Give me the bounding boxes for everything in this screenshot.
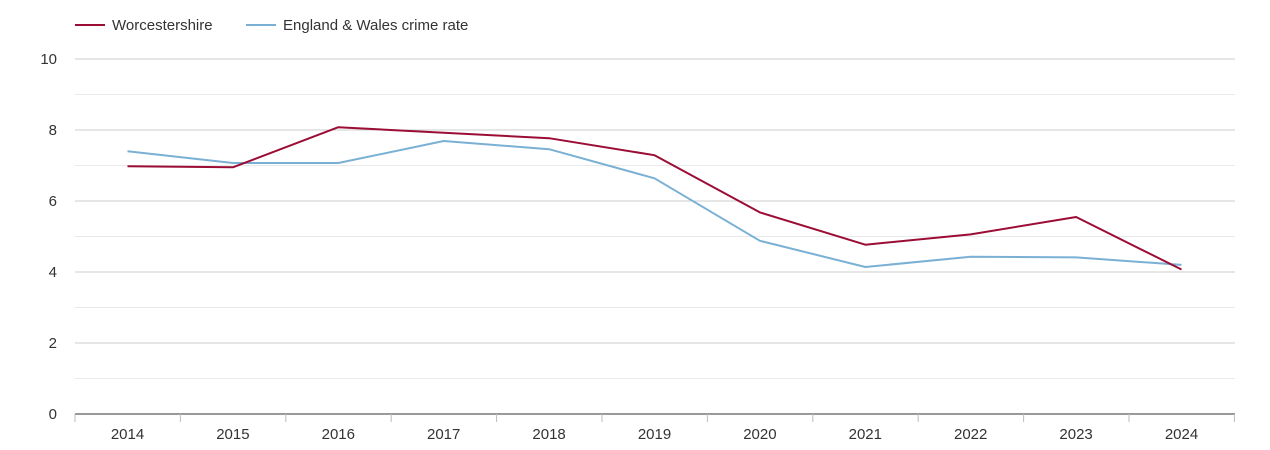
y-tick-label: 4 <box>49 264 57 281</box>
series-line-england-wales-crime-rate <box>127 140 1182 268</box>
y-tick-label: 6 <box>49 193 57 210</box>
legend-label-england-wales: England & Wales crime rate <box>283 17 468 34</box>
x-tick-label: 2014 <box>111 426 144 443</box>
x-tick-label: 2016 <box>322 426 355 443</box>
x-axis: 2014 2015 2016 2017 2018 2019 2020 2021 2022 2023… <box>74 413 1235 443</box>
x-tick-label: 2021 <box>849 426 882 443</box>
legend: Worcestershire England & Wales crime rat… <box>75 17 468 34</box>
x-tick-label: 2020 <box>743 426 776 443</box>
series-line-worcestershire <box>127 126 1182 271</box>
y-axis: 0 2 4 6 8 10 <box>40 51 57 423</box>
y-tick-label: 10 <box>40 51 57 68</box>
series-group <box>127 126 1182 271</box>
y-tick-label: 0 <box>49 406 57 423</box>
x-tick-label: 2022 <box>954 426 987 443</box>
gridlines <box>75 58 1235 379</box>
x-tick-label: 2024 <box>1165 426 1198 443</box>
y-tick-label: 8 <box>49 122 57 139</box>
x-tick-label: 2015 <box>216 426 249 443</box>
legend-label-worcestershire: Worcestershire <box>112 17 213 34</box>
x-tick-label: 2018 <box>532 426 565 443</box>
y-tick-label: 2 <box>49 335 57 352</box>
x-tick-label: 2019 <box>638 426 671 443</box>
x-tick-label: 2023 <box>1059 426 1092 443</box>
x-tick-label: 2017 <box>427 426 460 443</box>
